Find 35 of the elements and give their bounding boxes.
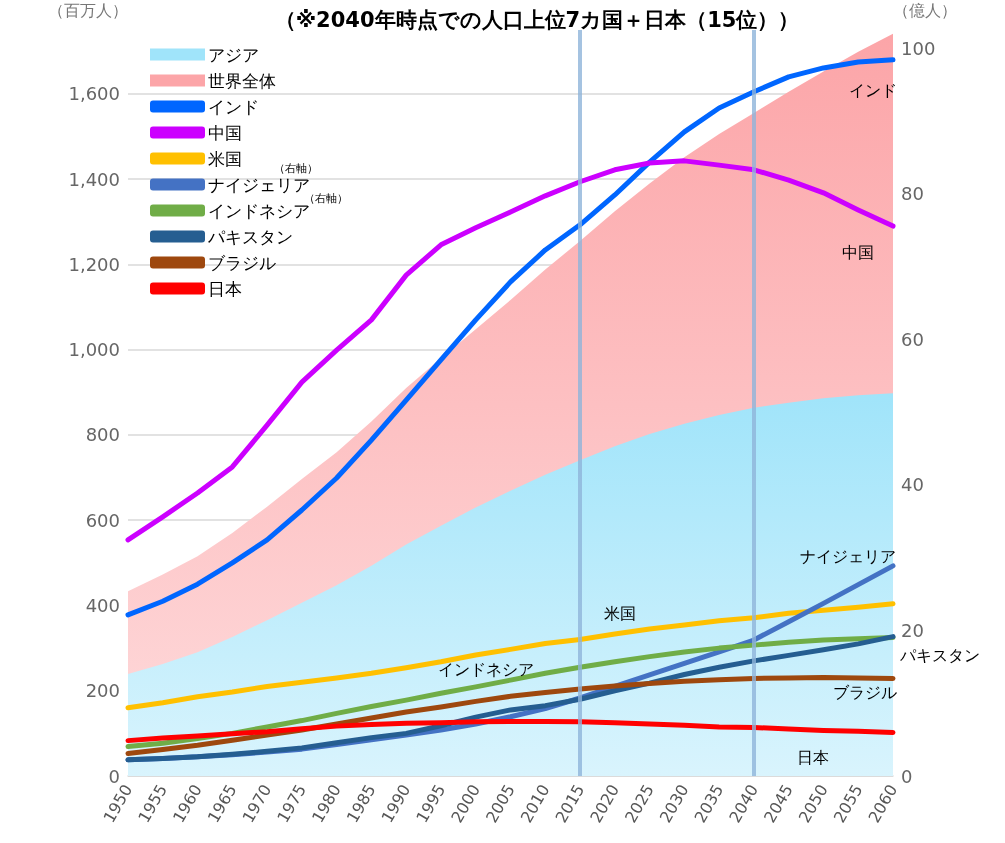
annotation: インドネシア bbox=[438, 659, 534, 679]
y-tick-label: 1,400 bbox=[68, 168, 120, 190]
legend-label: パキスタン bbox=[207, 226, 293, 247]
annotation: ブラジル bbox=[833, 682, 897, 702]
y-tick-label: 1,200 bbox=[68, 253, 120, 275]
y-tick-label: 600 bbox=[85, 509, 120, 531]
y2-tick-label: 0 bbox=[901, 765, 913, 787]
annotation: ナイジェリア bbox=[800, 546, 896, 566]
legend-label: ブラジル bbox=[208, 252, 276, 273]
legend-label: 米国 bbox=[208, 148, 242, 169]
y-axis-title: （百万人） bbox=[48, 0, 128, 20]
y-tick-label: 200 bbox=[85, 680, 120, 702]
y-tick-label: 0 bbox=[108, 765, 120, 787]
y2-tick-label: 80 bbox=[901, 183, 924, 205]
legend-label: 世界全体 bbox=[208, 70, 276, 91]
legend-label: インド bbox=[208, 96, 259, 117]
y2-tick-label: 60 bbox=[901, 328, 924, 350]
annotation: インド bbox=[849, 80, 897, 100]
y2-tick-label: 20 bbox=[901, 619, 924, 641]
y2-tick-label: 100 bbox=[901, 37, 936, 59]
y-tick-label: 400 bbox=[85, 594, 120, 616]
y-tick-label: 800 bbox=[85, 424, 120, 446]
annotation: 中国 bbox=[842, 242, 874, 262]
y2-axis-title: （億人） bbox=[893, 0, 957, 20]
y2-tick-label: 40 bbox=[901, 474, 924, 496]
legend-label: 日本 bbox=[208, 278, 242, 299]
annotation: 日本 bbox=[797, 747, 829, 767]
annotation: （右軸） bbox=[274, 161, 318, 175]
y-tick-label: 1,000 bbox=[68, 339, 120, 361]
y-tick-label: 1,600 bbox=[68, 83, 120, 105]
text: パキスタン bbox=[899, 645, 980, 665]
annotation: 米国 bbox=[604, 603, 636, 623]
chart-title: （※2040年時点での人口上位7カ国＋日本（15位）） bbox=[274, 7, 800, 32]
legend-label: アジア bbox=[208, 44, 259, 65]
legend-label: 中国 bbox=[208, 122, 242, 143]
